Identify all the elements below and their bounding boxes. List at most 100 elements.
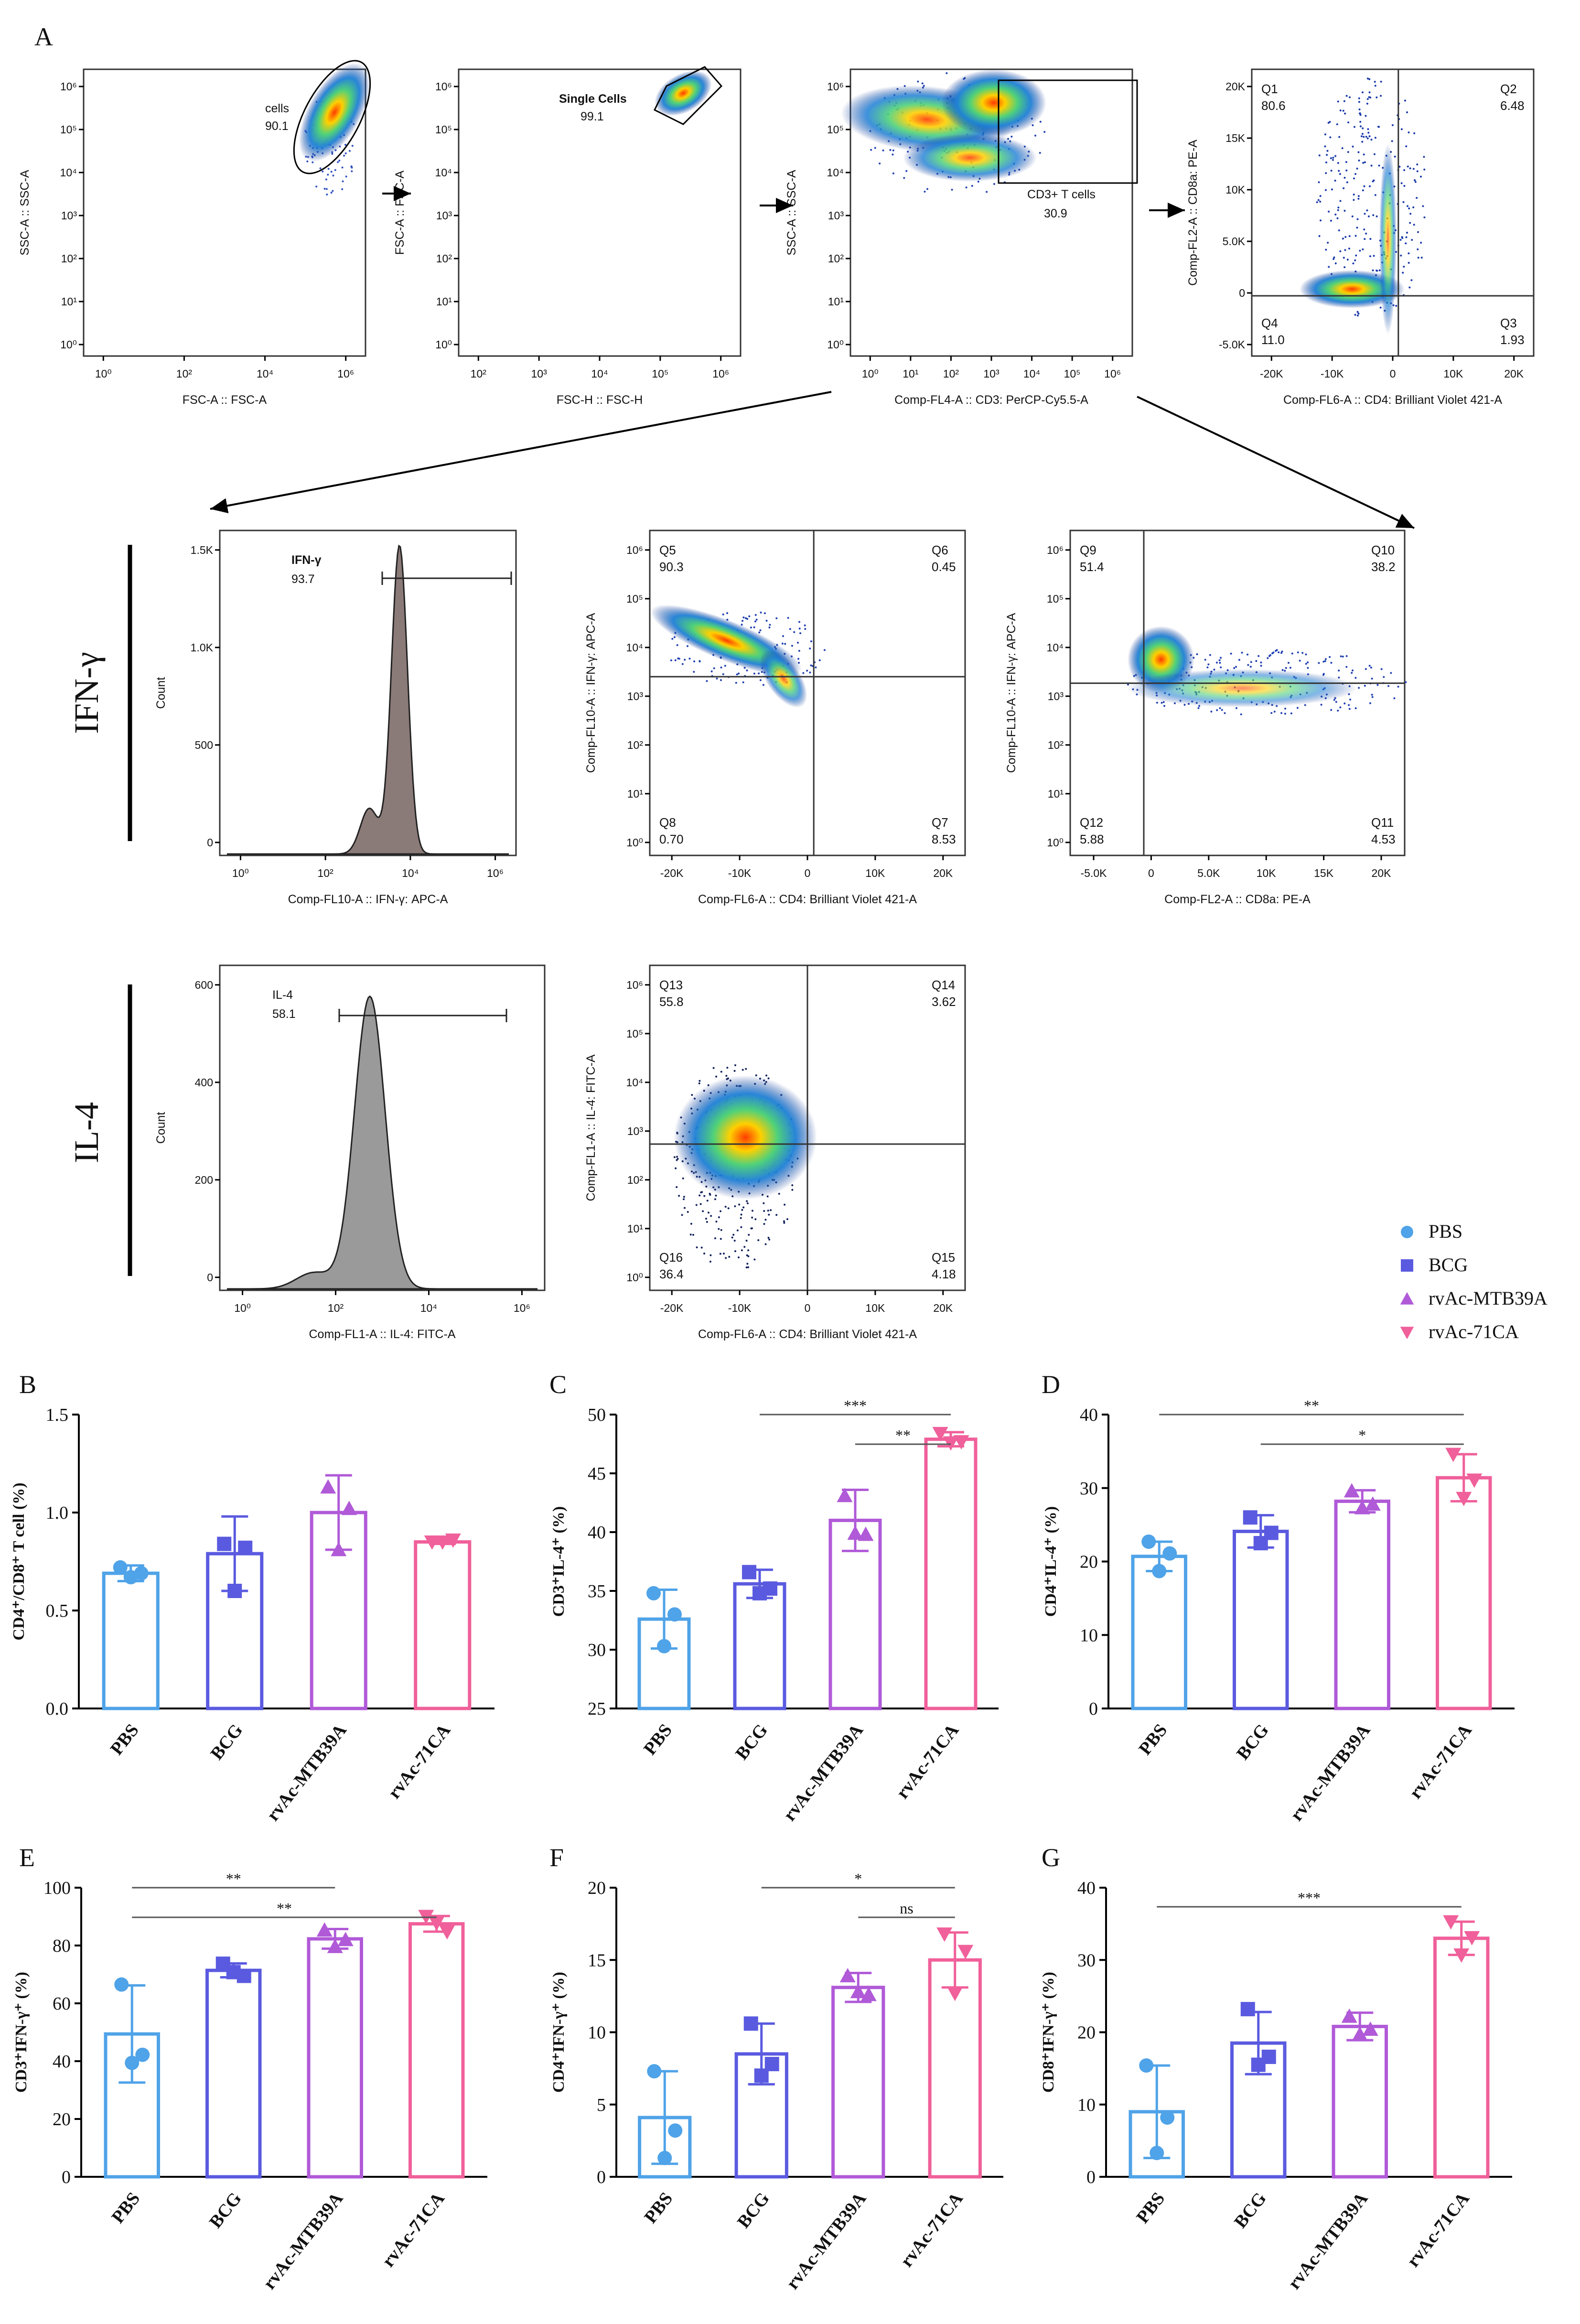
quadrant-value: 4.18 bbox=[932, 1267, 956, 1281]
event-dot bbox=[1361, 141, 1364, 143]
y-tick-label: 10³ bbox=[1048, 690, 1064, 703]
density-cloud bbox=[941, 69, 1046, 136]
event-dot bbox=[1368, 96, 1370, 98]
event-dot bbox=[1297, 651, 1299, 654]
event-dot bbox=[724, 665, 726, 667]
event-dot bbox=[798, 627, 801, 630]
data-point bbox=[1443, 1915, 1459, 1930]
event-dot bbox=[1368, 665, 1371, 667]
event-dot bbox=[683, 1196, 685, 1198]
bar-chart-c: 25 30 35 40 45 50 CD3⁺IL-4⁺ (%) PBS BCG rvAc-MTB3… bbox=[550, 1397, 999, 1825]
y-tick-label: 40 bbox=[53, 2052, 71, 2072]
event-dot bbox=[751, 1210, 753, 1212]
event-dot bbox=[809, 648, 811, 650]
event-dot bbox=[1359, 112, 1361, 115]
legend-marker bbox=[1400, 1327, 1414, 1340]
gate-name: Single Cells bbox=[559, 92, 627, 106]
event-dot bbox=[782, 635, 785, 638]
data-point bbox=[752, 1586, 767, 1600]
event-dot bbox=[757, 1239, 760, 1242]
event-dot bbox=[740, 1217, 742, 1219]
event-dot bbox=[332, 174, 334, 177]
event-dot bbox=[1220, 666, 1222, 669]
event-dot bbox=[742, 1206, 745, 1209]
event-dot bbox=[338, 160, 341, 162]
event-dot bbox=[1370, 139, 1373, 141]
y-axis-label: CD4⁺IFN-γ⁺ (%) bbox=[550, 1972, 568, 2093]
event-dot bbox=[1368, 135, 1371, 138]
event-dot bbox=[1345, 161, 1347, 163]
event-dot bbox=[706, 1221, 708, 1223]
x-tick-label: 10² bbox=[318, 867, 334, 879]
event-dot bbox=[671, 638, 674, 640]
event-dot bbox=[1377, 126, 1379, 128]
x-tick-label: -20K bbox=[660, 867, 684, 879]
gate-name: IL-4 bbox=[272, 988, 293, 1002]
y-tick-label: 40 bbox=[1080, 1405, 1098, 1425]
y-tick-label: 10K bbox=[1225, 184, 1246, 196]
event-dot bbox=[798, 621, 801, 623]
event-dot bbox=[1354, 235, 1357, 237]
event-dot bbox=[1219, 707, 1221, 709]
event-dot bbox=[1221, 709, 1223, 711]
event-dot bbox=[1409, 167, 1411, 170]
event-dot bbox=[1358, 687, 1360, 689]
y-tick-label: 500 bbox=[195, 739, 213, 751]
event-dot bbox=[1331, 188, 1333, 191]
event-dot bbox=[1367, 131, 1370, 134]
bar-rvac-71ca bbox=[408, 1922, 465, 2179]
gating-arrow-to-cd8-head bbox=[1395, 514, 1414, 528]
y-tick-label: 15K bbox=[1225, 132, 1246, 144]
event-dot bbox=[1407, 165, 1409, 168]
data-point bbox=[125, 2055, 140, 2070]
bar-chart-g: 0 10 20 30 40 CD8⁺IFN-γ⁺ (%) PBS BCG rvAc-MTB39A… bbox=[1040, 1878, 1512, 2293]
event-dot bbox=[1348, 708, 1351, 710]
event-dot bbox=[1329, 120, 1331, 123]
data-point bbox=[667, 1607, 682, 1622]
data-point bbox=[1362, 2021, 1378, 2036]
event-dot bbox=[1338, 136, 1341, 138]
event-dot bbox=[1291, 652, 1293, 655]
bar-bcg bbox=[733, 1582, 786, 1710]
event-dot bbox=[753, 1258, 756, 1261]
event-dot bbox=[1380, 668, 1383, 670]
event-dot bbox=[1156, 702, 1158, 704]
event-dot bbox=[327, 168, 330, 170]
y-axis-label: Comp-FL10-A :: IFN-γ: APC-A bbox=[1005, 613, 1018, 773]
event-dot bbox=[1247, 653, 1249, 656]
event-dot bbox=[1359, 120, 1362, 123]
data-point bbox=[337, 1932, 354, 1946]
data-point bbox=[135, 2047, 150, 2062]
event-dot bbox=[736, 673, 738, 676]
event-dot bbox=[1414, 179, 1416, 182]
event-dot bbox=[798, 649, 800, 652]
data-point bbox=[327, 1938, 343, 1953]
event-dot bbox=[715, 1075, 718, 1078]
x-tick-label: 10² bbox=[176, 368, 193, 380]
event-dot bbox=[727, 1207, 730, 1210]
y-tick-label: 10⁴ bbox=[626, 641, 643, 654]
event-dot bbox=[1352, 145, 1354, 148]
y-axis-label: CD8⁺IFN-γ⁺ (%) bbox=[1040, 1972, 1057, 2093]
event-dot bbox=[1319, 201, 1322, 203]
flow-panel-cd4cd8: -20K -10K 0 10K 20K -5.0K 0 5.0K 10K 15K 20K Comp-F… bbox=[1186, 68, 1535, 407]
x-tick-label: -20K bbox=[660, 1302, 684, 1314]
event-dot bbox=[1341, 147, 1344, 150]
data-point bbox=[1152, 1564, 1167, 1578]
gating-arrow-2-head bbox=[776, 198, 793, 213]
event-dot bbox=[1334, 155, 1337, 157]
data-point bbox=[953, 1435, 969, 1450]
event-dot bbox=[1322, 660, 1325, 663]
event-dot bbox=[681, 1214, 683, 1216]
event-dot bbox=[1289, 667, 1291, 669]
event-dot bbox=[1361, 133, 1364, 135]
gate-value: 90.1 bbox=[265, 119, 289, 133]
density-cloud bbox=[674, 1075, 817, 1200]
event-dot bbox=[1374, 85, 1376, 87]
event-dot bbox=[703, 1195, 706, 1197]
event-dot bbox=[1376, 270, 1378, 272]
event-dot bbox=[1230, 652, 1232, 655]
event-dot bbox=[1422, 205, 1424, 207]
event-dot bbox=[1233, 667, 1236, 669]
event-dot bbox=[1414, 181, 1417, 183]
